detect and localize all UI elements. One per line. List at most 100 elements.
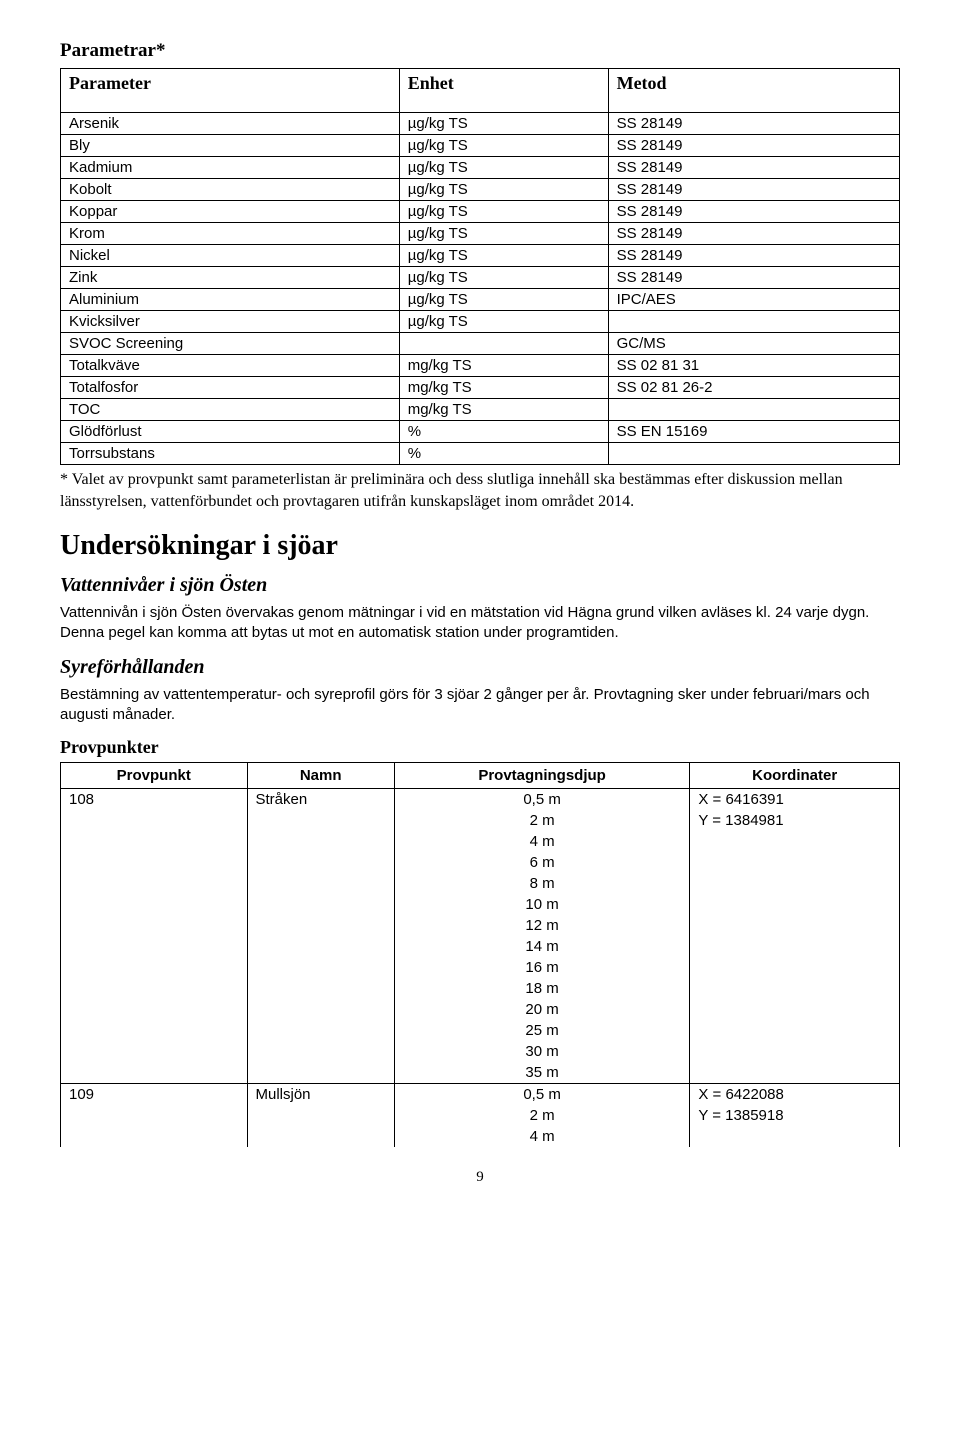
table-cell: Krom xyxy=(61,223,400,245)
table-cell xyxy=(247,936,394,957)
table-row: 2 mY = 1385918 xyxy=(61,1105,900,1126)
parametrar-table: Parameter Enhet Metod Arsenikµg/kg TSSS … xyxy=(60,68,900,465)
table-cell xyxy=(247,894,394,915)
table-cell: mg/kg TS xyxy=(399,355,608,377)
table-cell xyxy=(247,1105,394,1126)
table-cell: SS 28149 xyxy=(608,201,899,223)
table-cell xyxy=(61,1041,248,1062)
table-cell: TOC xyxy=(61,399,400,421)
table-cell: µg/kg TS xyxy=(399,113,608,135)
table-cell: Totalfosfor xyxy=(61,377,400,399)
table-cell: mg/kg TS xyxy=(399,399,608,421)
th-parameter: Parameter xyxy=(61,69,400,113)
sub2-body: Bestämning av vattentemperatur- och syre… xyxy=(60,685,900,726)
table-cell xyxy=(690,1126,900,1147)
table-cell: 2 m xyxy=(394,1105,690,1126)
th-enhet: Enhet xyxy=(399,69,608,113)
table-cell xyxy=(61,1062,248,1084)
table-cell: µg/kg TS xyxy=(399,267,608,289)
table-cell xyxy=(61,957,248,978)
table-row: Glödförlust%SS EN 15169 xyxy=(61,421,900,443)
page-number: 9 xyxy=(60,1169,900,1186)
table-row: 35 m xyxy=(61,1062,900,1084)
table-row: Kopparµg/kg TSSS 28149 xyxy=(61,201,900,223)
table-row: 109Mullsjön0,5 mX = 6422088 xyxy=(61,1084,900,1106)
table-cell: Totalkväve xyxy=(61,355,400,377)
table-cell xyxy=(61,831,248,852)
table-row: Kromµg/kg TSSS 28149 xyxy=(61,223,900,245)
table-cell: Stråken xyxy=(247,789,394,811)
table-cell: SS 28149 xyxy=(608,113,899,135)
table-cell: GC/MS xyxy=(608,333,899,355)
th-namn: Namn xyxy=(247,763,394,789)
table-cell: 35 m xyxy=(394,1062,690,1084)
table-cell xyxy=(247,999,394,1020)
table-row: 4 m xyxy=(61,1126,900,1147)
provpunkter-title: Provpunkter xyxy=(60,737,900,758)
table-cell xyxy=(61,894,248,915)
table-cell xyxy=(247,978,394,999)
table-cell: SS 28149 xyxy=(608,135,899,157)
table-cell xyxy=(690,957,900,978)
table-cell: Torrsubstans xyxy=(61,443,400,465)
table-row: 108Stråken0,5 mX = 6416391 xyxy=(61,789,900,811)
th-djup: Provtagningsdjup xyxy=(394,763,690,789)
table-cell: Kadmium xyxy=(61,157,400,179)
table-cell: SS 28149 xyxy=(608,223,899,245)
table-row: Blyµg/kg TSSS 28149 xyxy=(61,135,900,157)
table-cell xyxy=(690,999,900,1020)
table-cell: SS 02 81 26-2 xyxy=(608,377,899,399)
table-cell: 4 m xyxy=(394,831,690,852)
table-cell: mg/kg TS xyxy=(399,377,608,399)
table-cell xyxy=(247,810,394,831)
table-row: Zinkµg/kg TSSS 28149 xyxy=(61,267,900,289)
table-cell: SS 28149 xyxy=(608,157,899,179)
table-cell xyxy=(61,936,248,957)
table-cell: µg/kg TS xyxy=(399,135,608,157)
table-cell: 14 m xyxy=(394,936,690,957)
table-row: 14 m xyxy=(61,936,900,957)
sub1-body: Vattennivån i sjön Östen övervakas genom… xyxy=(60,603,900,644)
table-cell xyxy=(61,852,248,873)
table-cell: SVOC Screening xyxy=(61,333,400,355)
table-row: Koboltµg/kg TSSS 28149 xyxy=(61,179,900,201)
table-row: Kadmiumµg/kg TSSS 28149 xyxy=(61,157,900,179)
table-row: Nickelµg/kg TSSS 28149 xyxy=(61,245,900,267)
table-cell: Koppar xyxy=(61,201,400,223)
table-cell xyxy=(247,873,394,894)
table-cell: % xyxy=(399,443,608,465)
table-cell: SS 02 81 31 xyxy=(608,355,899,377)
table-cell: SS 28149 xyxy=(608,179,899,201)
table-cell xyxy=(690,894,900,915)
table-cell xyxy=(247,1126,394,1147)
table-cell xyxy=(61,978,248,999)
table-cell xyxy=(690,915,900,936)
table-cell: µg/kg TS xyxy=(399,223,608,245)
table-row: Torrsubstans% xyxy=(61,443,900,465)
table-cell: 18 m xyxy=(394,978,690,999)
table-cell: Kobolt xyxy=(61,179,400,201)
table-cell xyxy=(690,978,900,999)
table-row: Totalkvävemg/kg TSSS 02 81 31 xyxy=(61,355,900,377)
table-cell xyxy=(247,957,394,978)
table-row: SVOC Screening GC/MS xyxy=(61,333,900,355)
table-row: 6 m xyxy=(61,852,900,873)
table-cell: µg/kg TS xyxy=(399,201,608,223)
table-row: 2 mY = 1384981 xyxy=(61,810,900,831)
table-cell: 6 m xyxy=(394,852,690,873)
table-cell xyxy=(690,936,900,957)
table-row: Kvicksilverµg/kg TS xyxy=(61,311,900,333)
table-cell: Aluminium xyxy=(61,289,400,311)
table-row: 8 m xyxy=(61,873,900,894)
table-cell xyxy=(247,1041,394,1062)
table-cell: IPC/AES xyxy=(608,289,899,311)
table-cell: Zink xyxy=(61,267,400,289)
table-cell: X = 6422088 xyxy=(690,1084,900,1106)
table-cell: SS 28149 xyxy=(608,245,899,267)
table-cell xyxy=(690,1020,900,1041)
table-cell: Bly xyxy=(61,135,400,157)
table-cell: Nickel xyxy=(61,245,400,267)
table-cell xyxy=(608,311,899,333)
table-row: 4 m xyxy=(61,831,900,852)
table-cell xyxy=(61,1126,248,1147)
